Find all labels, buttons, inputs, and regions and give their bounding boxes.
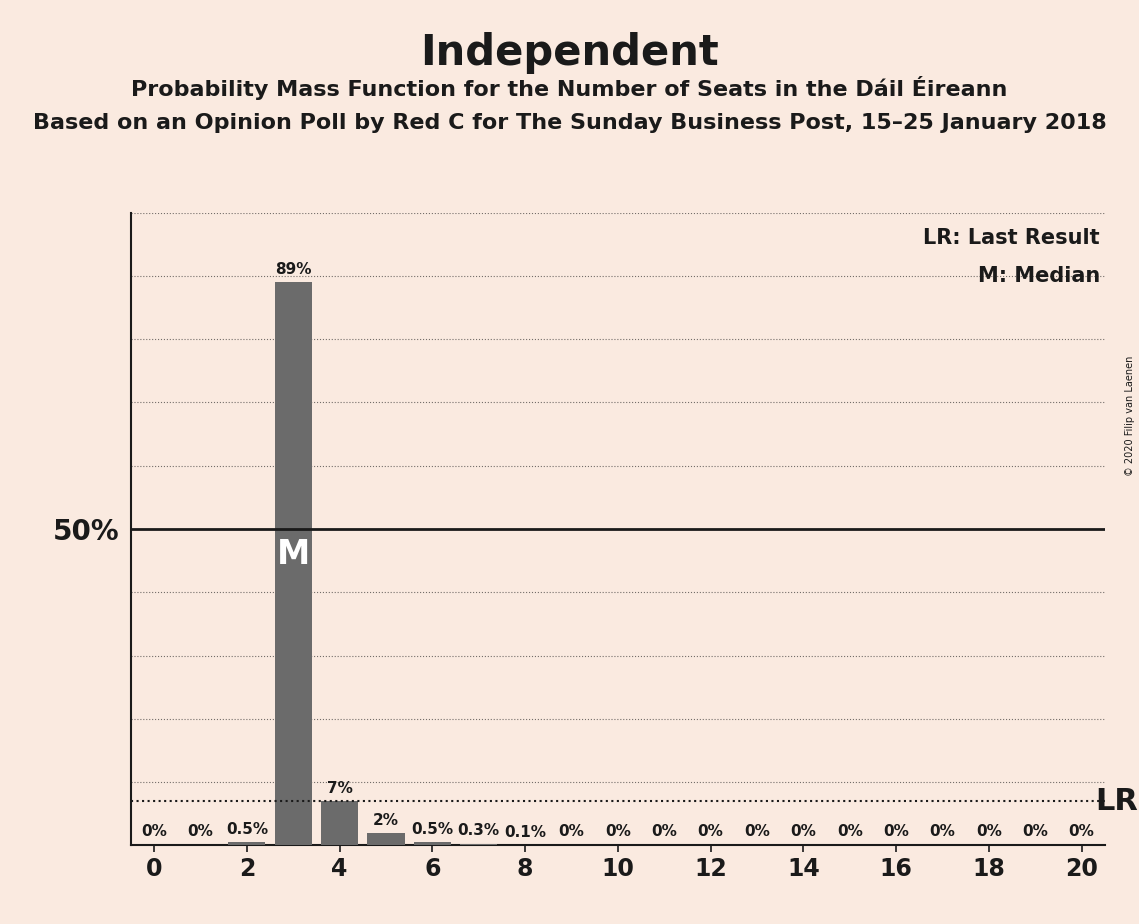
Bar bbox=[274, 282, 312, 845]
Text: © 2020 Filip van Laenen: © 2020 Filip van Laenen bbox=[1125, 356, 1134, 476]
Text: 0%: 0% bbox=[1068, 824, 1095, 839]
Text: Independent: Independent bbox=[420, 32, 719, 74]
Text: 89%: 89% bbox=[274, 262, 312, 277]
Text: 0.3%: 0.3% bbox=[458, 823, 500, 838]
Text: 0%: 0% bbox=[188, 824, 213, 839]
Text: 0%: 0% bbox=[558, 824, 584, 839]
Text: 0%: 0% bbox=[605, 824, 631, 839]
Text: LR: Last Result: LR: Last Result bbox=[924, 228, 1100, 249]
Text: 0%: 0% bbox=[698, 824, 723, 839]
Text: LR: LR bbox=[1096, 786, 1138, 816]
Text: M: M bbox=[277, 538, 310, 571]
Bar bbox=[228, 843, 265, 845]
Text: M: Median: M: Median bbox=[977, 266, 1100, 286]
Text: 0%: 0% bbox=[1023, 824, 1048, 839]
Text: 0%: 0% bbox=[837, 824, 862, 839]
Text: 0%: 0% bbox=[790, 824, 817, 839]
Bar bbox=[413, 843, 451, 845]
Text: 7%: 7% bbox=[327, 781, 353, 796]
Bar bbox=[321, 801, 358, 845]
Text: Based on an Opinion Poll by Red C for The Sunday Business Post, 15–25 January 20: Based on an Opinion Poll by Red C for Th… bbox=[33, 113, 1106, 133]
Text: 2%: 2% bbox=[374, 813, 399, 828]
Text: 0%: 0% bbox=[976, 824, 1002, 839]
Text: 0%: 0% bbox=[883, 824, 909, 839]
Bar bbox=[460, 844, 498, 845]
Text: 0.5%: 0.5% bbox=[411, 822, 453, 837]
Text: 0%: 0% bbox=[141, 824, 167, 839]
Text: 0.5%: 0.5% bbox=[226, 822, 268, 837]
Text: 0%: 0% bbox=[929, 824, 956, 839]
Text: 0%: 0% bbox=[652, 824, 678, 839]
Bar bbox=[368, 833, 404, 845]
Text: 0%: 0% bbox=[744, 824, 770, 839]
Text: 0.1%: 0.1% bbox=[505, 825, 547, 840]
Text: Probability Mass Function for the Number of Seats in the Dáil Éireann: Probability Mass Function for the Number… bbox=[131, 76, 1008, 100]
